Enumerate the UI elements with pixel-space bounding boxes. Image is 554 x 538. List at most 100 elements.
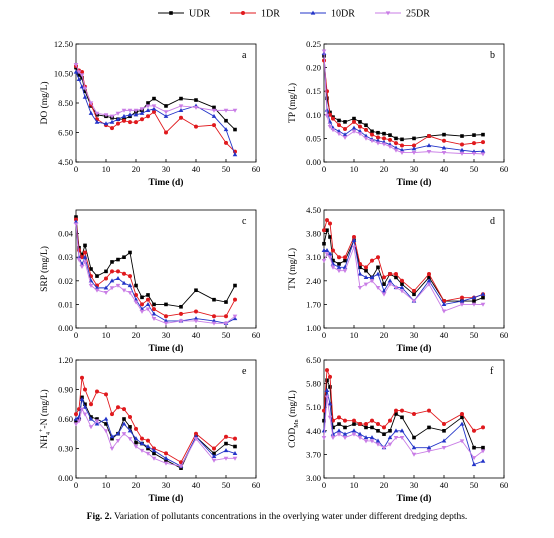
- data-point: [80, 375, 84, 380]
- data-point: [121, 113, 127, 118]
- data-point: [382, 275, 386, 280]
- x-tick-label: 20: [380, 480, 389, 490]
- data-point: [73, 422, 79, 427]
- series-line: [75, 71, 236, 155]
- y-tick-label: 1.00: [306, 323, 321, 333]
- data-point: [95, 274, 99, 278]
- data-point: [151, 316, 157, 321]
- data-point: [127, 437, 133, 442]
- x-tick-label: 30: [162, 480, 171, 490]
- data-point: [232, 152, 238, 157]
- data-point: [369, 279, 375, 284]
- data-point: [376, 135, 380, 140]
- data-point: [127, 108, 133, 113]
- data-point: [364, 268, 368, 273]
- data-point: [164, 451, 168, 456]
- data-point: [325, 96, 329, 101]
- y-axis-label: TP (mg/L): [287, 83, 298, 123]
- data-point: [412, 288, 416, 293]
- data-point: [193, 316, 199, 321]
- data-point: [343, 418, 347, 423]
- data-point: [460, 415, 464, 420]
- data-point: [364, 422, 368, 427]
- data-point: [411, 146, 417, 151]
- data-point: [376, 255, 380, 260]
- data-point: [336, 432, 342, 437]
- data-point: [233, 283, 237, 288]
- data-point: [324, 114, 330, 119]
- data-point: [472, 141, 476, 146]
- data-point: [151, 456, 157, 461]
- y-tick-label: 0.02: [58, 276, 73, 286]
- data-point: [393, 285, 399, 290]
- data-point: [351, 125, 357, 130]
- data-point: [427, 134, 431, 139]
- data-point: [388, 133, 392, 137]
- data-point: [115, 276, 121, 281]
- x-axis-label: Time (d): [149, 493, 184, 504]
- data-point: [399, 285, 405, 290]
- data-point: [321, 435, 327, 440]
- x-tick-label: 20: [132, 164, 141, 174]
- data-point: [211, 453, 217, 458]
- data-point: [193, 437, 199, 442]
- data-point: [128, 274, 132, 279]
- data-point: [327, 255, 333, 260]
- legend-marker: [241, 11, 245, 15]
- x-tick-label: 60: [252, 480, 261, 490]
- data-point: [342, 431, 348, 436]
- data-point: [400, 408, 404, 413]
- data-point: [472, 445, 476, 450]
- y-tick-label: 5.80: [306, 379, 321, 389]
- legend-item-25dr: 25DR: [375, 9, 430, 20]
- data-point: [211, 108, 217, 113]
- y-tick-label: 0.30: [58, 444, 73, 454]
- data-point: [223, 108, 229, 113]
- data-point: [472, 299, 476, 303]
- x-tick-label: 10: [102, 164, 111, 174]
- data-point: [211, 113, 217, 118]
- legend-item-10dr: 10DR: [300, 9, 355, 20]
- data-point: [95, 417, 99, 421]
- series-25dr: [321, 245, 486, 314]
- data-point: [73, 69, 79, 74]
- data-point: [233, 127, 237, 132]
- data-point: [411, 452, 417, 457]
- data-point: [163, 321, 169, 326]
- panel-a-do-chart: 0 10 20 30 40 50 60 4.50 6.50 8.50 10.50 12.50 Time …: [39, 39, 260, 188]
- series-line: [323, 369, 484, 432]
- data-point: [400, 137, 404, 142]
- data-point: [211, 458, 217, 463]
- panel-label: e: [242, 366, 247, 377]
- x-tick-label: 50: [222, 164, 231, 174]
- data-point: [110, 412, 114, 417]
- data-point: [471, 295, 477, 300]
- data-point: [110, 269, 114, 274]
- data-point: [441, 438, 447, 443]
- data-point: [460, 295, 464, 300]
- panel-label: b: [490, 50, 495, 61]
- data-point: [146, 446, 150, 451]
- series-line: [75, 397, 236, 467]
- x-tick-label: 10: [350, 164, 359, 174]
- data-point: [369, 139, 375, 144]
- x-tick-label: 0: [322, 164, 326, 174]
- data-point: [325, 228, 329, 233]
- data-point: [178, 319, 184, 324]
- data-point: [352, 418, 356, 423]
- y-tick-label: 1.20: [58, 355, 73, 365]
- x-tick-label: 60: [500, 480, 509, 490]
- data-point: [151, 448, 157, 453]
- data-point: [325, 218, 329, 223]
- x-tick-label: 20: [132, 480, 141, 490]
- data-point: [151, 106, 157, 111]
- data-point: [382, 282, 386, 286]
- y-tick-label: 3.00: [306, 473, 321, 483]
- y-tick-label: 3.70: [306, 449, 321, 459]
- data-point: [103, 121, 109, 126]
- series-25dr: [73, 222, 238, 326]
- x-tick-label: 40: [192, 480, 201, 490]
- x-axis-label: Time (d): [397, 343, 432, 354]
- x-tick-label: 0: [74, 164, 78, 174]
- data-point: [426, 449, 432, 454]
